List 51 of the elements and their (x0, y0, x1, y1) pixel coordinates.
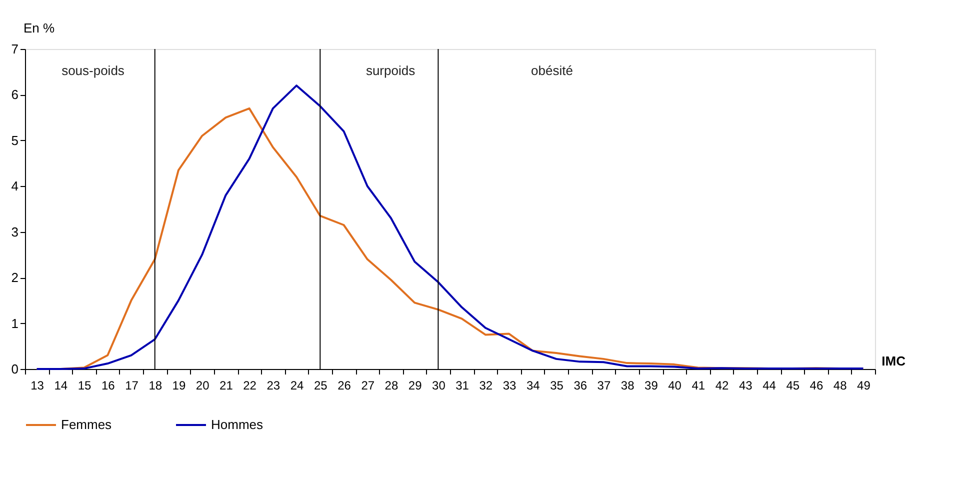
legend-label: Hommes (211, 417, 264, 432)
x-tick-label: 38 (620, 378, 635, 392)
x-tick-label: 22 (243, 378, 257, 392)
x-tick-label: 13 (30, 378, 44, 392)
x-tick-label: 31 (456, 378, 470, 392)
y-tick-label: 2 (11, 270, 18, 286)
x-tick-label: 28 (384, 378, 398, 392)
x-tick-label: 25 (314, 378, 328, 392)
y-tick-label: 7 (11, 42, 18, 56)
x-tick-label: 44 (762, 378, 776, 392)
x-tick-label: 30 (432, 378, 446, 392)
x-tick-label: 32 (479, 378, 493, 392)
x-tick-label: 15 (78, 378, 92, 392)
annotation: surpoids (366, 63, 416, 78)
x-tick-label: 37 (597, 378, 611, 392)
legend-label: Femmes (61, 417, 112, 432)
x-tick-label: 21 (220, 378, 234, 392)
x-tick-label: 42 (715, 378, 730, 392)
x-axis-title: IMC (882, 354, 906, 368)
x-tick-label: 34 (526, 378, 540, 392)
annotation: obésité (531, 63, 573, 78)
x-tick-label: 33 (502, 378, 517, 392)
y-tick-label: 4 (11, 178, 18, 194)
x-tick-label: 27 (361, 378, 375, 392)
y-axis-title: En % (24, 20, 56, 36)
x-tick-label: 43 (738, 378, 753, 392)
x-tick-label: 19 (172, 378, 186, 392)
x-tick-label: 40 (668, 378, 682, 392)
x-tick-label: 35 (550, 378, 564, 392)
x-tick-label: 49 (857, 378, 871, 392)
y-tick-label: 3 (11, 224, 18, 240)
x-tick-label: 29 (408, 378, 422, 392)
x-tick-label: 20 (196, 378, 210, 392)
x-tick-label: 16 (101, 378, 116, 392)
x-tick-label: 14 (54, 378, 68, 392)
y-tick-label: 6 (11, 87, 18, 102)
x-tick-label: 46 (810, 378, 824, 392)
x-tick-label: 48 (833, 378, 848, 392)
annotation: sous-poids (62, 63, 125, 78)
y-tick-label: 5 (11, 132, 18, 148)
x-tick-label: 39 (644, 378, 658, 392)
x-tick-label: 24 (290, 378, 304, 392)
x-tick-label: 45 (786, 378, 800, 392)
x-tick-label: 17 (125, 378, 139, 392)
x-tick-label: 41 (692, 378, 706, 392)
x-tick-label: 36 (574, 378, 588, 392)
x-tick-label: 18 (148, 378, 162, 392)
y-tick-label: 0 (11, 362, 18, 376)
x-tick-label: 26 (338, 378, 352, 392)
y-tick-label: 1 (11, 316, 18, 331)
x-tick-label: 23 (266, 378, 280, 392)
